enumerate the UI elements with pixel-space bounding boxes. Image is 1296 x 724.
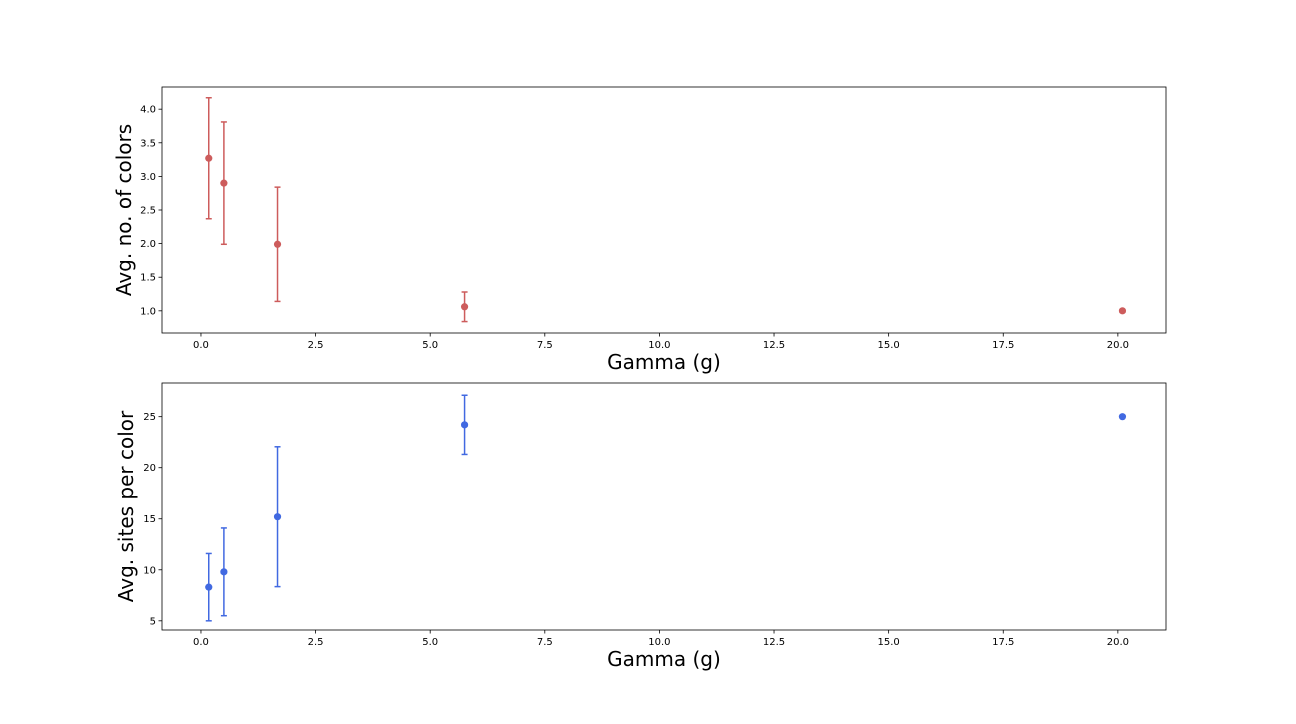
x-tick-label: 10.0	[648, 340, 670, 351]
x-tick-label: 15.0	[878, 637, 900, 648]
data-point	[205, 154, 213, 162]
y-tick-label: 2.0	[140, 239, 156, 250]
x-tick-label: 20.0	[1107, 340, 1129, 351]
x-tick-label: 10.0	[648, 637, 670, 648]
x-tick-label: 2.5	[308, 340, 324, 351]
y-tick-label: 1.5	[140, 273, 156, 284]
y-tick-label: 4.0	[140, 105, 156, 116]
y-tick-label: 1.0	[140, 306, 156, 317]
x-tick-label: 20.0	[1107, 637, 1129, 648]
y-axis-label: Avg. no. of colors	[112, 124, 136, 296]
colors-panel: 0.0 2.5 5.0 7.5 10.0 12.5 15.0 17.5 20.0 1.0 1.5 2.…	[112, 86, 1167, 374]
x-axis-label: Gamma (g)	[607, 350, 721, 374]
x-tick-label: 7.5	[537, 637, 553, 648]
data-point	[220, 179, 228, 187]
y-tick-label: 2.5	[140, 206, 156, 217]
x-tick-label: 17.5	[992, 340, 1014, 351]
data-point	[460, 303, 469, 311]
y-tick-label: 10	[143, 565, 156, 576]
plot-frame	[161, 382, 1167, 631]
x-tick-label: 17.5	[992, 637, 1014, 648]
x-axis-label: Gamma (g)	[607, 647, 721, 671]
plot-frame	[161, 86, 1167, 334]
data-point	[273, 513, 282, 521]
y-tick-label: 20	[143, 463, 156, 474]
y-axis-label: Avg. sites per color	[114, 410, 138, 602]
sites-per-color-panel: 0.0 2.5 5.0 7.5 10.0 12.5 15.0 17.5 20.0 5 10 15 20 2…	[114, 382, 1167, 671]
x-tick-label: 12.5	[763, 637, 785, 648]
x-tick-label: 2.5	[308, 637, 324, 648]
data-point	[1118, 413, 1127, 421]
x-tick-label: 15.0	[878, 340, 900, 351]
x-tick-label: 5.0	[422, 340, 438, 351]
data-point	[273, 240, 282, 248]
data-point	[460, 421, 469, 429]
x-tick-label: 0.0	[193, 637, 209, 648]
x-tick-label: 0.0	[193, 340, 209, 351]
data-point	[205, 583, 213, 591]
x-tick-label: 7.5	[537, 340, 553, 351]
y-tick-label: 3.5	[140, 138, 156, 149]
data-point	[220, 568, 228, 576]
y-tick-label: 3.0	[140, 172, 156, 183]
y-tick-label: 25	[143, 412, 156, 423]
x-tick-label: 5.0	[422, 637, 438, 648]
data-point	[1118, 307, 1127, 315]
y-tick-label: 5	[150, 616, 156, 627]
y-tick-label: 15	[143, 514, 156, 525]
x-tick-label: 12.5	[763, 340, 785, 351]
